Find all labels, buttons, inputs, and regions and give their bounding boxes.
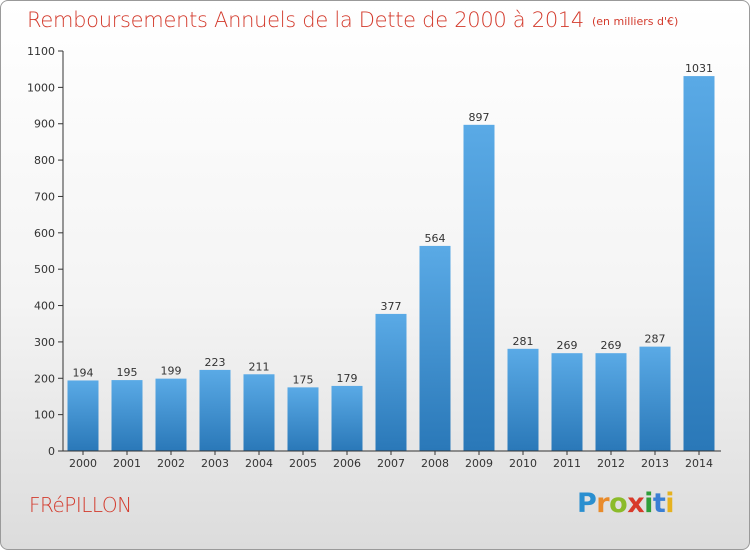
y-axis: 0 100 200 300 400 500 600 700 800 900 1000 1100 bbox=[27, 45, 64, 458]
x-tick-label: 2009 bbox=[465, 457, 493, 470]
y-tick-label: 200 bbox=[34, 372, 55, 385]
y-tick-label: 500 bbox=[34, 263, 55, 276]
bar-value-label: 179 bbox=[337, 372, 358, 385]
bar bbox=[551, 353, 583, 451]
bar bbox=[155, 378, 187, 451]
y-tick-label: 400 bbox=[34, 300, 55, 313]
bar-value-label: 281 bbox=[513, 335, 534, 348]
chart-title-row: Remboursements Annuels de la Dette de 20… bbox=[27, 8, 678, 32]
bar bbox=[199, 369, 231, 451]
bar bbox=[683, 76, 715, 451]
bar bbox=[331, 385, 363, 451]
x-tick-label: 2006 bbox=[333, 457, 361, 470]
y-tick-label: 700 bbox=[34, 190, 55, 203]
bar-value-label: 223 bbox=[205, 356, 226, 369]
bar-value-label: 377 bbox=[381, 300, 402, 313]
x-tick-label: 2011 bbox=[553, 457, 581, 470]
bar bbox=[419, 245, 451, 451]
bar bbox=[67, 380, 99, 451]
bar bbox=[639, 346, 671, 451]
bar bbox=[463, 124, 495, 452]
bar-value-label: 199 bbox=[161, 365, 182, 378]
x-tick-label: 2013 bbox=[641, 457, 669, 470]
unit-label: (en milliers d'€) bbox=[592, 15, 679, 28]
x-tick-label: 2010 bbox=[509, 457, 537, 470]
bar bbox=[287, 387, 319, 451]
bar bbox=[507, 348, 539, 451]
bar-value-label: 287 bbox=[645, 333, 666, 346]
x-tick-label: 2012 bbox=[597, 457, 625, 470]
x-tick-label: 2000 bbox=[69, 457, 97, 470]
x-tick-label: 2002 bbox=[157, 457, 185, 470]
bar bbox=[595, 353, 627, 451]
bar-value-label: 175 bbox=[293, 373, 314, 386]
bar-value-label: 194 bbox=[73, 366, 94, 379]
x-tick-label: 2003 bbox=[201, 457, 229, 470]
bar-value-label: 195 bbox=[117, 366, 138, 379]
y-tick-label: 0 bbox=[48, 445, 55, 458]
bar-value-label: 269 bbox=[557, 339, 578, 352]
bar-value-label: 269 bbox=[601, 339, 622, 352]
commune-name: FRéPILLON bbox=[29, 493, 132, 517]
y-tick-label: 300 bbox=[34, 336, 55, 349]
bar bbox=[111, 380, 143, 451]
bar-value-label: 211 bbox=[249, 360, 270, 373]
y-tick-label: 1100 bbox=[27, 45, 55, 58]
bar bbox=[375, 313, 407, 451]
x-tick-label: 2014 bbox=[685, 457, 713, 470]
y-tick-label: 100 bbox=[34, 409, 55, 422]
x-tick-label: 2008 bbox=[421, 457, 449, 470]
y-tick-label: 800 bbox=[34, 154, 55, 167]
x-tick-label: 2004 bbox=[245, 457, 273, 470]
proxiti-logo: Proxiti bbox=[577, 488, 675, 519]
bars: 194 195 199 223 211 175 179 377 564 897 281 269 269 2… bbox=[67, 62, 715, 452]
x-tick-label: 2007 bbox=[377, 457, 405, 470]
x-tick-label: 2005 bbox=[289, 457, 317, 470]
y-tick-label: 900 bbox=[34, 118, 55, 131]
y-tick-label: 600 bbox=[34, 227, 55, 240]
chart-title: Remboursements Annuels de la Dette de 20… bbox=[27, 8, 584, 32]
bar-value-label: 1031 bbox=[685, 62, 713, 75]
y-tick-label: 1000 bbox=[27, 81, 55, 94]
x-axis: 2000 2001 2002 2003 2004 2005 2006 2007 2008 2009… bbox=[63, 450, 721, 470]
x-tick-label: 2001 bbox=[113, 457, 141, 470]
bar-value-label: 897 bbox=[469, 111, 490, 124]
bar-value-label: 564 bbox=[425, 232, 446, 245]
bar bbox=[243, 374, 275, 451]
